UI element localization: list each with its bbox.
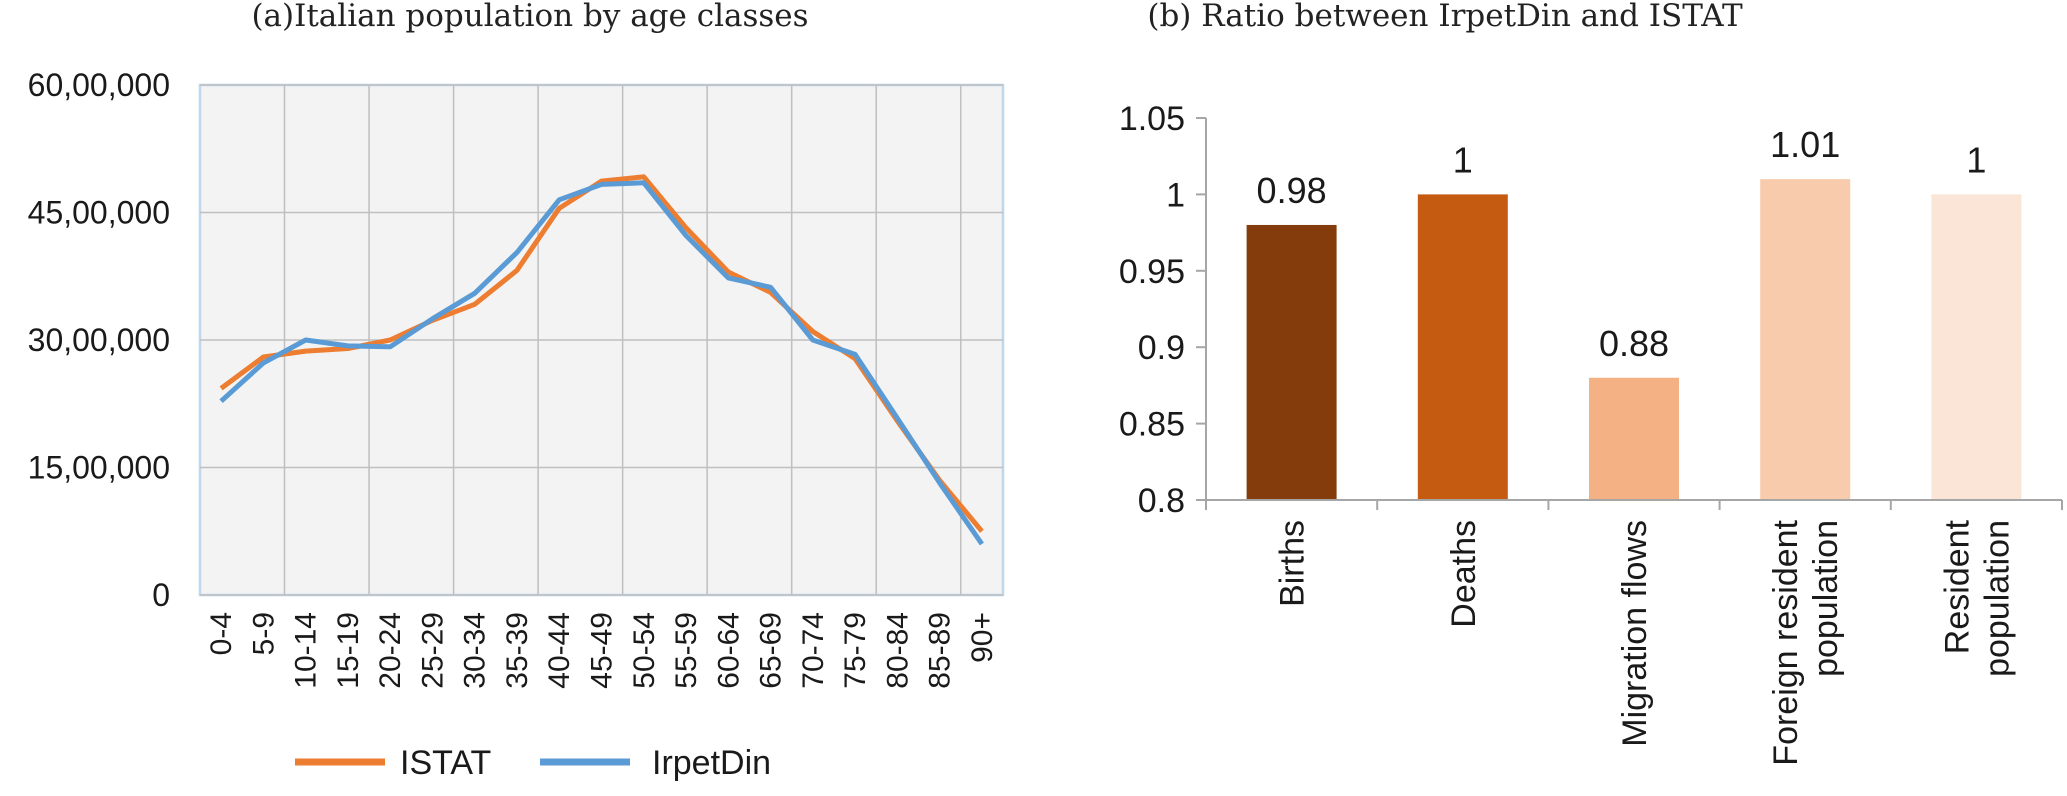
bar-series-group: 0.98 1 0.88 1.01 1 bbox=[1246, 124, 2022, 500]
bar-x-axis: Births Deaths Migration flows Foreign resid… bbox=[1274, 519, 2017, 765]
bar-axes-lines bbox=[1205, 118, 2063, 510]
line-x-axis: 0-4 5-9 10-14 15-19 20-24 25-29 30-34 35-39 40-4… bbox=[205, 612, 999, 689]
line-x-tick-label: 25-29 bbox=[416, 612, 449, 689]
line-chart-title: (a)Italian population by age classes bbox=[251, 0, 808, 34]
bar-category-label: Births bbox=[1274, 520, 1312, 607]
bar-value-label: 1 bbox=[1966, 139, 1986, 180]
bar-value-label: 1.01 bbox=[1770, 124, 1840, 165]
line-x-tick-label: 10-14 bbox=[290, 612, 323, 689]
line-x-tick-label: 45-49 bbox=[586, 612, 619, 689]
line-legend: ISTAT IrpetDin bbox=[295, 744, 771, 782]
bar-category-label: population bbox=[1807, 520, 1845, 677]
line-y-axis: 0 15,00,000 30,00,000 45,00,000 60,00,000 bbox=[28, 67, 170, 613]
line-series-irpetdin bbox=[219, 180, 984, 546]
line-y-tick-label: 15,00,000 bbox=[28, 450, 170, 486]
line-x-tick-label: 20-24 bbox=[374, 612, 407, 689]
bar bbox=[1417, 194, 1508, 500]
line-x-tick-label: 70-74 bbox=[797, 612, 830, 689]
line-x-tick-label: 65-69 bbox=[755, 612, 788, 689]
bar-y-tick-label: 0.85 bbox=[1119, 406, 1185, 444]
bar-value-label: 0.88 bbox=[1599, 323, 1669, 364]
legend-label-istat: ISTAT bbox=[400, 744, 491, 782]
bar-y-tick-label: 0.95 bbox=[1119, 253, 1185, 291]
bar-y-axis: 0.8 0.85 0.9 0.95 1 1.05 bbox=[1119, 100, 1206, 520]
line-x-tick-label: 30-34 bbox=[459, 612, 492, 689]
line-y-tick-label: 60,00,000 bbox=[28, 67, 170, 103]
bar-y-tick-label: 1.05 bbox=[1119, 100, 1185, 138]
bar bbox=[1589, 377, 1679, 500]
line-chart: (a)Italian population by age classes 0 15… bbox=[28, 0, 1005, 782]
bar-value-label: 0.98 bbox=[1257, 170, 1327, 211]
bar bbox=[1246, 224, 1337, 500]
bar-value-label: 1 bbox=[1453, 139, 1473, 180]
line-x-tick-label: 75-79 bbox=[839, 612, 872, 689]
line-x-tick-label: 85-89 bbox=[924, 612, 957, 689]
line-x-tick-label: 0-4 bbox=[205, 612, 238, 655]
line-y-tick-label: 0 bbox=[152, 577, 170, 613]
bar-y-tick-label: 1 bbox=[1166, 176, 1185, 214]
line-x-tick-label: 40-44 bbox=[543, 612, 576, 689]
bar-chart: (b) Ratio between IrpetDin and ISTAT 0.8… bbox=[1119, 0, 2063, 766]
bar-category-label: Foreign resident bbox=[1767, 519, 1805, 765]
bar bbox=[1760, 179, 1851, 500]
bar-y-tick-label: 0.8 bbox=[1138, 482, 1185, 520]
bar-category-label: population bbox=[1978, 520, 2016, 677]
line-x-tick-label: 60-64 bbox=[712, 612, 745, 689]
line-x-tick-label: 80-84 bbox=[881, 612, 914, 689]
bar-category-label: Resident bbox=[1938, 519, 1976, 654]
bar-category-label: Migration flows bbox=[1616, 520, 1654, 747]
bar-category-label: Deaths bbox=[1445, 520, 1483, 628]
line-x-tick-label: 5-9 bbox=[247, 612, 280, 655]
bar-y-tick-label: 0.9 bbox=[1138, 329, 1185, 367]
line-x-tick-label: 55-59 bbox=[670, 612, 703, 689]
line-x-tick-label: 15-19 bbox=[332, 612, 365, 689]
legend-label-irpetdin: IrpetDin bbox=[652, 744, 771, 782]
line-grid bbox=[200, 84, 1003, 596]
line-y-tick-label: 45,00,000 bbox=[28, 195, 170, 231]
line-series-group bbox=[219, 174, 984, 546]
bar bbox=[1931, 194, 2022, 500]
line-x-tick-label: 90+ bbox=[966, 612, 999, 663]
line-y-tick-label: 30,00,000 bbox=[28, 322, 170, 358]
line-x-tick-label: 50-54 bbox=[628, 612, 661, 689]
bar-chart-title: (b) Ratio between IrpetDin and ISTAT bbox=[1147, 0, 1743, 34]
line-x-tick-label: 35-39 bbox=[501, 612, 534, 689]
